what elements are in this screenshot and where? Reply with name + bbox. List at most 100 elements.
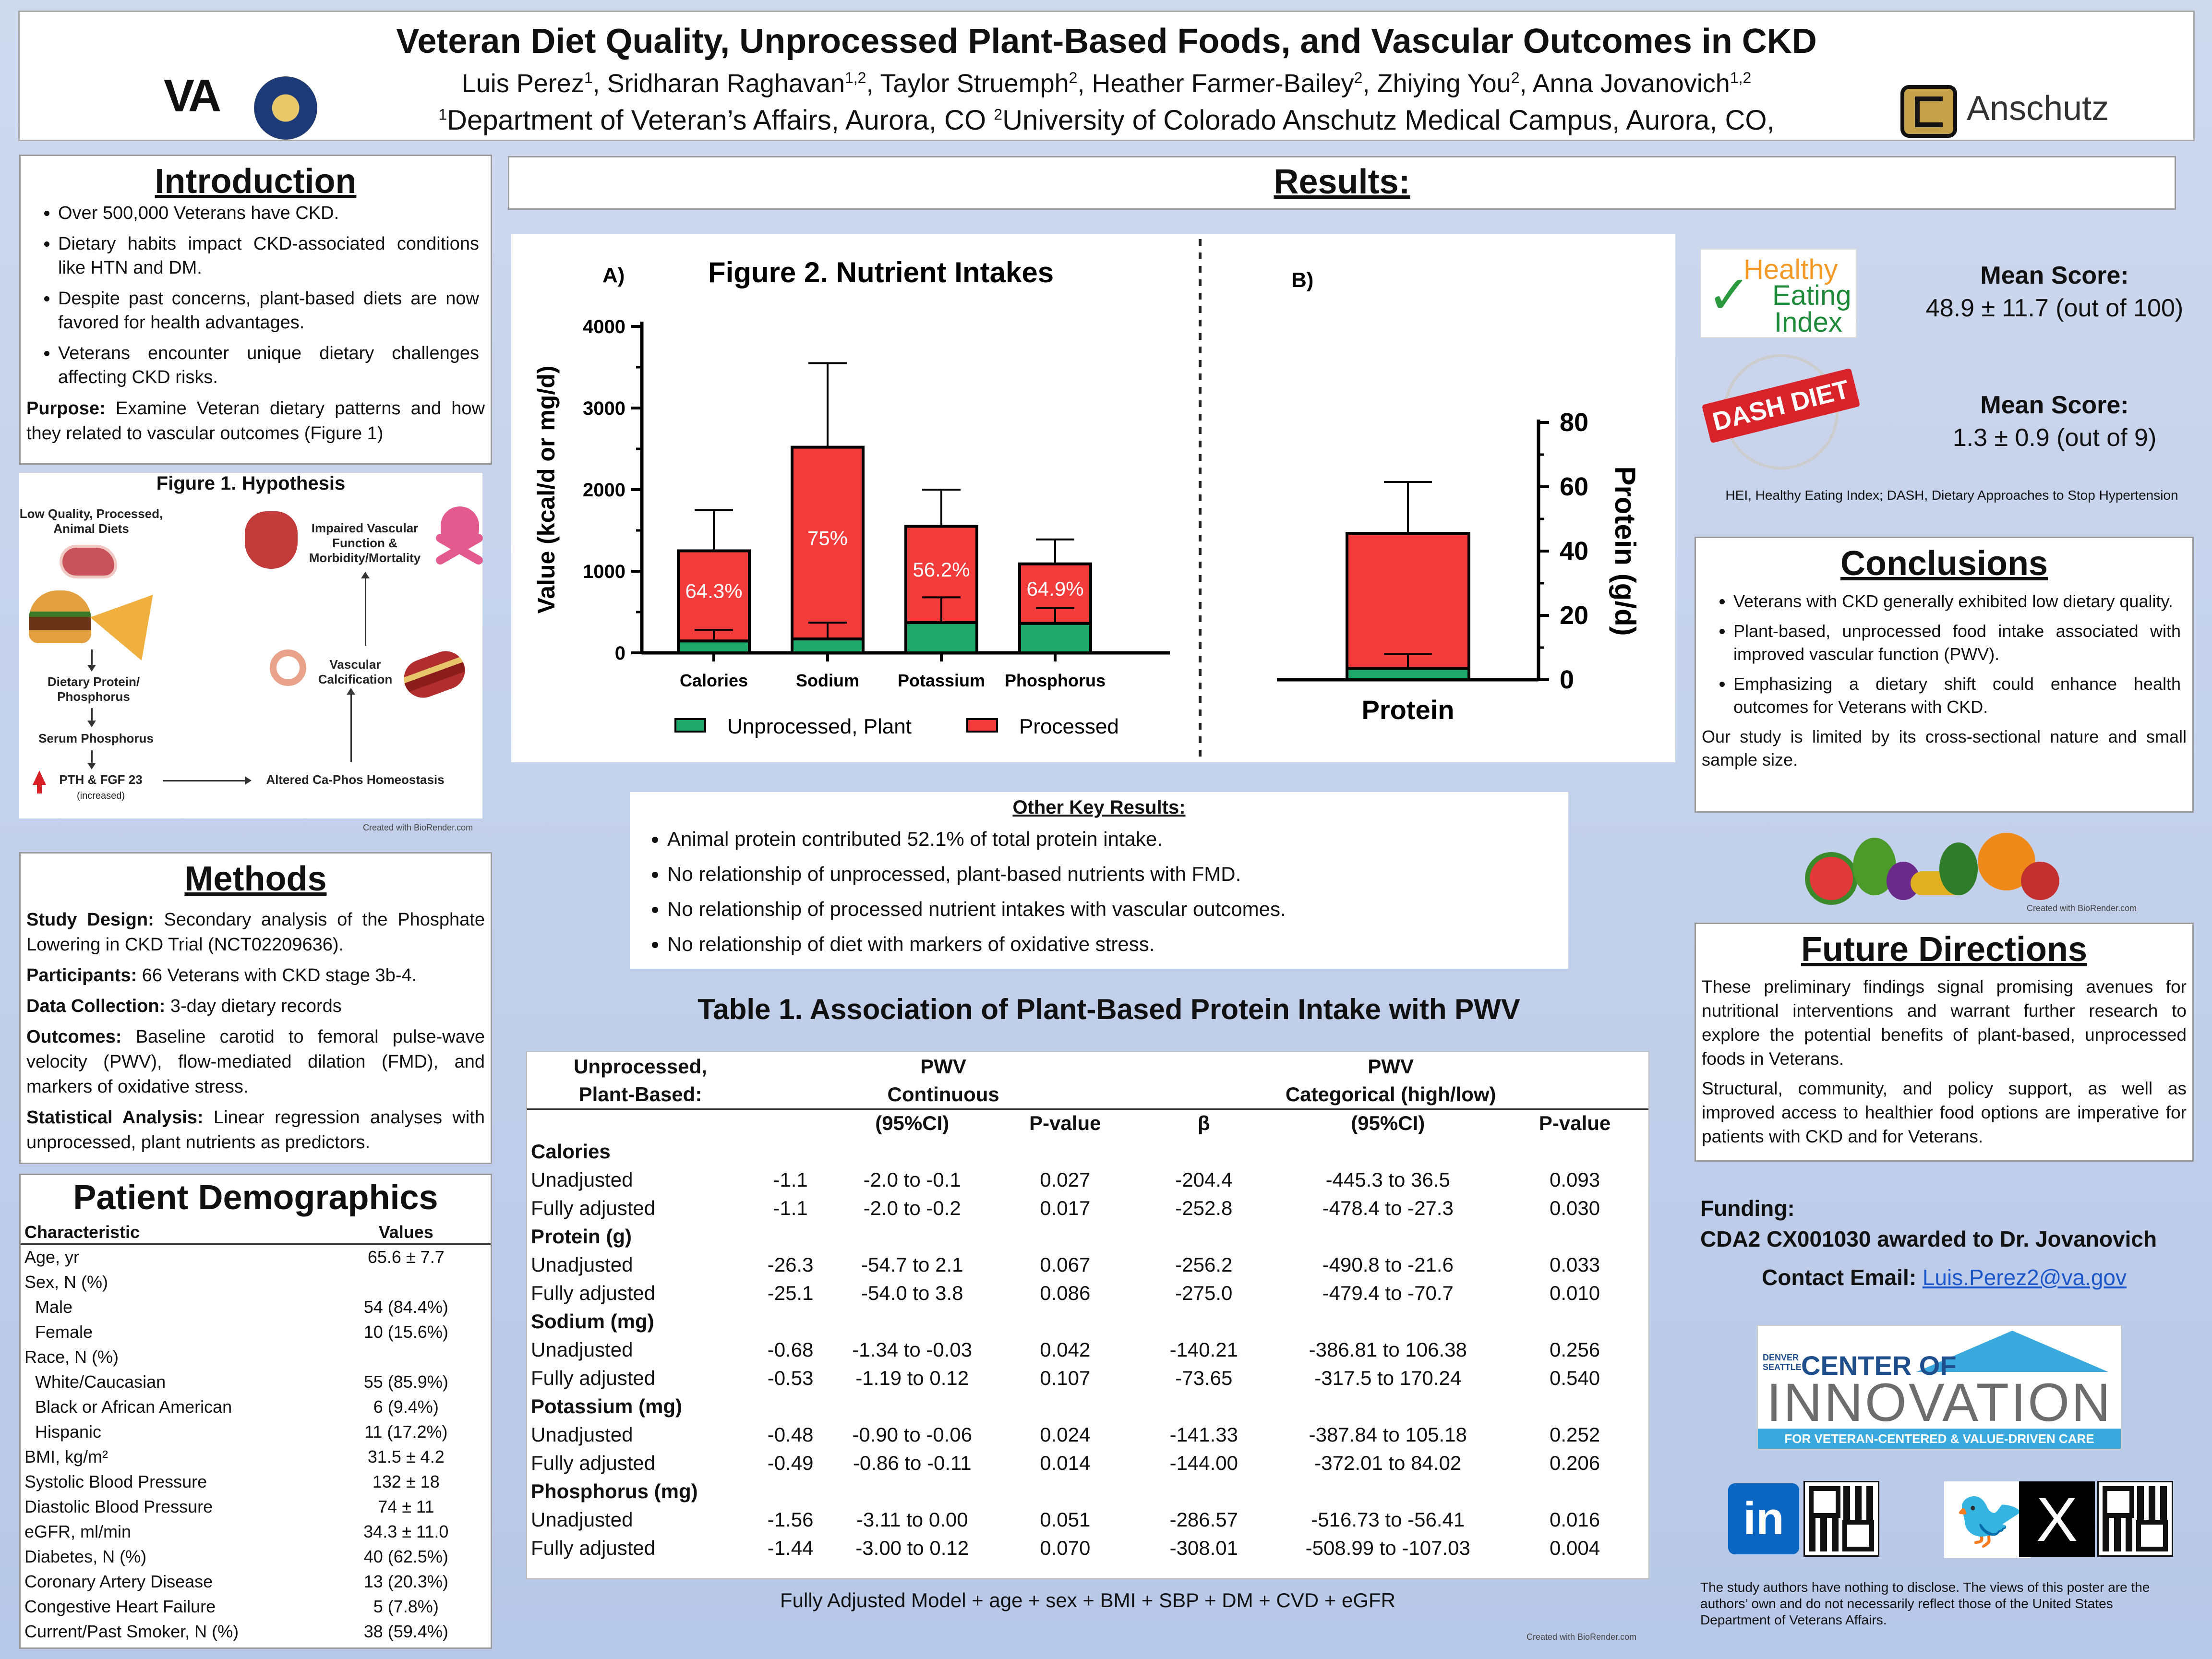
table-row: Fully adjusted -0.49 -0.86 to -0.11 0.014 -1… [527,1449,1648,1477]
table-row: Coronary Artery Disease 13 (20.3%) [21,1569,491,1594]
author-name: Luis Perez [461,69,584,98]
table-row: Fully adjusted -25.1 -54.0 to 3.8 0.086 -275… [527,1279,1648,1307]
cell-b1: -25.1 [767,1281,814,1304]
y-tick-label: 1000 [583,561,625,582]
table-group-row: Phosphorus (mg) [527,1477,1648,1505]
legend-label-processed: Processed [1019,715,1119,738]
contact-email-link[interactable]: Luis.Perez2@va.gov [1922,1265,2127,1290]
linkedin-qr-code[interactable] [1803,1481,1879,1557]
bar-unprocessed [677,639,751,654]
x-tick-label: Sodium [796,671,859,690]
cell-p1: 0.067 [1040,1253,1091,1276]
characteristic-cell: Sex, N (%) [24,1272,108,1292]
increase-arrow-icon [33,770,46,785]
legend-label-unprocessed: Unprocessed, Plant [727,715,912,738]
cell-p1: 0.017 [1040,1196,1091,1219]
hdr-col1a: Unprocessed, [574,1055,707,1078]
cell-label: Unadjusted [531,1508,633,1531]
x-qr-code[interactable] [2097,1481,2173,1557]
table-row: Fully adjusted -1.44 -3.00 to 0.12 0.070 -30… [527,1534,1648,1562]
table-row: Current/Past Smoker, N (%) 38 (59.4%) [21,1619,491,1644]
node-serum: Serum Phosphorus [38,731,154,745]
cell-p2: 0.252 [1550,1423,1600,1446]
value-cell: 132 ± 18 [372,1472,440,1491]
methods-item: Participants: 66 Veterans with CKD stage… [26,965,417,986]
characteristic-cell: eGFR, ml/min [24,1522,132,1541]
cell-ci1: -54.0 to 3.8 [861,1281,963,1304]
characteristic-cell: Diastolic Blood Pressure [24,1497,213,1516]
cell-b1: -1.44 [767,1536,814,1559]
cell-b1: -0.49 [767,1451,814,1474]
poster-header: VA Veteran Diet Quality, Unprocessed Pla… [18,11,2195,141]
cell-label: Fully adjusted [531,1451,656,1474]
table-row: Unadjusted -0.48 -0.90 to -0.06 0.024 -141.3… [527,1420,1648,1449]
panel-a-label: A) [602,264,625,287]
sub-p: P-value [1029,1112,1101,1135]
funding-text: CDA2 CX001030 awarded to Dr. Jovanovich [1700,1226,2157,1251]
cell-ci2: -490.8 to -21.6 [1322,1253,1454,1276]
characteristic-cell: Coronary Artery Disease [24,1572,213,1591]
checkmark-icon: ✓ [1707,265,1752,325]
sub-ci2: (95%CI) [1351,1112,1425,1135]
bar-unprocessed [904,621,978,654]
table-row: BMI, kg/m² 31.5 ± 4.2 [21,1444,491,1469]
steak-icon [60,545,117,578]
cell-ci2: -445.3 to 36.5 [1325,1168,1450,1191]
cell-b2: -308.01 [1169,1536,1238,1559]
legend-swatch-unprocessed [674,718,706,733]
linkedin-icon[interactable]: in [1728,1483,1799,1554]
contact-label: Contact Email: [1762,1265,1917,1290]
cell-b1: -1.56 [767,1508,814,1531]
author-name: Heather Farmer-Bailey [1092,69,1354,98]
cell-p1: 0.051 [1040,1508,1091,1531]
cell-ci2: -508.99 to -107.03 [1305,1536,1470,1559]
cell-p1: 0.070 [1040,1536,1091,1559]
cell-b2: -275.0 [1175,1281,1233,1304]
dash-diet-logo: DASH DIET [1701,354,1861,469]
col-values: Values [321,1221,491,1245]
cell-ci1: -1.34 to -0.03 [852,1338,973,1361]
value-cell [322,1345,491,1370]
cell-b2: -252.8 [1175,1196,1233,1219]
author-list: Luis Perez1, Sridharan Raghavan1,2, Tayl… [461,69,1752,98]
cell-b2: -204.4 [1175,1168,1233,1191]
cell-ci1: -0.90 to -0.06 [852,1423,973,1446]
x-tick-label: Phosphorus [1005,671,1106,690]
other-result-bullet: Animal protein contributed 52.1% of tota… [667,825,1568,853]
value-cell: 10 (15.6%) [363,1322,448,1342]
score-abbreviations: HEI, Healthy Eating Index; DASH, Dietary… [1725,488,2178,503]
bar-unprocessed [791,637,865,654]
cell-b2: -286.57 [1169,1508,1238,1531]
y-tick-label: 2000 [583,480,625,501]
characteristic-cell: Hispanic [35,1422,102,1442]
table-row: Fully adjusted -0.53 -1.19 to 0.12 0.107 -73… [527,1364,1648,1392]
cell-ci2: -372.01 to 84.02 [1314,1451,1462,1474]
other-results-panel: Other Key Results: Animal protein contri… [630,792,1568,969]
twitter-bird-icon[interactable]: 🐦 [1944,1481,2031,1558]
cell-ci2: -387.84 to 105.18 [1309,1423,1467,1446]
cell-b1: -0.48 [767,1423,814,1446]
table-row: Hispanic 11 (17.2%) [21,1419,491,1444]
group-label: Protein (g) [531,1225,632,1248]
sub-p2: P-value [1539,1112,1611,1135]
table-row: Diastolic Blood Pressure 74 ± 11 [21,1494,491,1519]
x-logo-icon[interactable]: X [2019,1481,2095,1557]
mountain-icon [1916,1331,2108,1372]
node-vascular: Impaired Vascular Function & Morbidity/M… [309,521,421,565]
table-1: Unprocessed, PWV PWV Plant-Based: Contin… [526,1051,1649,1579]
table-row: Black or African American 6 (9.4%) [21,1395,491,1419]
figure-2-chart: A) Figure 2. Nutrient Intakes Value (kcal/… [511,234,1675,762]
dash-score-value: 1.3 ± 0.9 (out of 9) [1952,424,2157,452]
value-cell: 55 (85.9%) [363,1372,448,1392]
figure-1-credit: Created with BioRender.com [363,823,473,832]
value-cell: 65.6 ± 7.7 [367,1247,445,1267]
introduction-bullets: Over 500,000 Veterans have CKD. Dietary h… [21,201,491,389]
introduction-bullet: Dietary habits impact CKD-associated con… [58,232,479,280]
y-tick-label: 60 [1560,472,1588,501]
other-results-bullets: Animal protein contributed 52.1% of tota… [630,825,1568,958]
panel-b-label: B) [1291,268,1313,292]
cell-p1: 0.086 [1040,1281,1091,1304]
value-cell: 54 (84.4%) [363,1297,448,1317]
table-row: Unadjusted -1.1 -2.0 to -0.1 0.027 -204.4 -44… [527,1166,1648,1194]
heart-icon [245,511,298,569]
